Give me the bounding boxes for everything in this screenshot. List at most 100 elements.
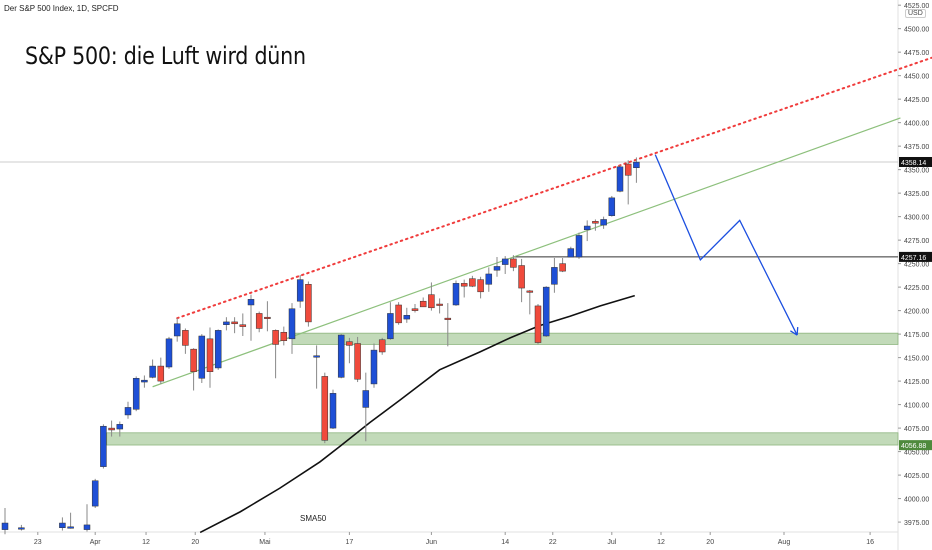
trend-line [152, 117, 901, 388]
y-tick-label: 4425.00 [904, 97, 929, 104]
candle-down [518, 265, 525, 289]
candle-up [370, 349, 378, 385]
candle-up [198, 335, 206, 379]
y-tick-label: 4075.00 [904, 426, 929, 433]
x-tick-label: 20 [191, 539, 199, 546]
x-tick-label: Apr [90, 539, 102, 546]
candle-up [288, 308, 296, 340]
candle-up [296, 279, 304, 302]
candle-up [1, 522, 9, 530]
candle-up [608, 197, 616, 216]
y-tick-label: 4475.00 [904, 50, 929, 57]
y-tick-label: 4150.00 [904, 356, 929, 363]
candle-up [362, 390, 370, 408]
candle-down [510, 258, 517, 268]
candle-up [633, 161, 640, 169]
x-tick-label: Jun [426, 539, 437, 546]
candle-up [313, 355, 320, 358]
x-tick-label: Aug [778, 539, 791, 546]
candle-down [526, 290, 534, 293]
y-tick-label: 3975.00 [904, 520, 929, 527]
x-tick-label: 12 [142, 539, 150, 546]
x-tick-label: 14 [501, 539, 509, 546]
candle-up [337, 334, 345, 378]
candle-up [100, 425, 107, 467]
candle-up [600, 219, 607, 226]
candle-down [239, 324, 247, 327]
x-tick-label: 20 [706, 539, 714, 546]
y-tick-label: 4500.00 [904, 27, 929, 34]
currency-badge[interactable]: USD [905, 9, 926, 18]
candle-up [583, 225, 591, 231]
candle-up [567, 248, 575, 258]
candle-up [452, 283, 460, 306]
candle-up [403, 315, 411, 320]
projection-path [654, 154, 798, 336]
candle-down [624, 163, 632, 176]
candle-down [477, 279, 484, 293]
candle-down [411, 308, 419, 311]
candle-up [214, 330, 222, 369]
candle-down [264, 316, 271, 319]
y-tick-label: 4100.00 [904, 403, 929, 410]
candle-up [616, 166, 624, 192]
price-label: 4358.14 [901, 160, 926, 167]
candle-down [378, 339, 386, 353]
resistance-line [176, 56, 932, 320]
candle-down [255, 313, 263, 329]
candle-down [354, 343, 361, 380]
candle-down [206, 338, 214, 372]
candle-up [91, 480, 99, 507]
candle-down [108, 427, 115, 431]
y-tick-label: 4450.00 [904, 74, 929, 81]
candle-down [436, 303, 443, 306]
y-tick-label: 4525.00 [904, 3, 929, 10]
candle-down [231, 321, 238, 325]
candle-up [551, 267, 558, 285]
y-tick-label: 4250.00 [904, 262, 929, 269]
candle-up [132, 378, 140, 410]
chart-title: S&P 500: die Luft wird dünn [25, 42, 306, 70]
candle-down [190, 348, 197, 372]
y-tick-label: 4400.00 [904, 121, 929, 128]
x-tick-label: 23 [34, 539, 42, 546]
candle-up [18, 527, 25, 530]
candle-down [157, 365, 165, 382]
candle-up [387, 313, 394, 340]
candle-down [419, 300, 427, 308]
y-tick-label: 4300.00 [904, 215, 929, 222]
zone-price-label-bg [899, 440, 932, 451]
candle-down [444, 317, 452, 320]
projection-arrowhead [796, 327, 799, 336]
candle-down [534, 305, 542, 343]
support-zone [106, 432, 899, 446]
price-label: 4257.16 [901, 255, 926, 262]
candle-up [247, 299, 255, 306]
candle-up [575, 235, 583, 258]
zone-price-label: 4056.88 [901, 443, 926, 450]
candle-down [395, 304, 402, 324]
candle-down [280, 331, 288, 341]
symbol-info: Der S&P 500 Index, 1D, SPCFD [4, 4, 119, 13]
candle-down [592, 221, 599, 224]
candle-up [59, 522, 66, 528]
price-label-bg [899, 251, 932, 262]
x-tick-label: 12 [657, 539, 665, 546]
y-tick-label: 4275.00 [904, 238, 929, 245]
candle-down [346, 341, 353, 346]
x-tick-label: 17 [346, 539, 354, 546]
y-tick-label: 4125.00 [904, 379, 929, 386]
candle-up [542, 286, 550, 337]
candle-up [501, 258, 509, 265]
candle-down [428, 294, 435, 309]
y-tick-label: 4350.00 [904, 168, 929, 175]
candle-up [124, 407, 132, 416]
candle-up [485, 273, 493, 285]
y-tick-label: 4000.00 [904, 497, 929, 504]
candle-up [149, 365, 156, 378]
sma50-line [199, 294, 635, 534]
candle-down [460, 283, 468, 287]
y-tick-label: 4200.00 [904, 309, 929, 316]
